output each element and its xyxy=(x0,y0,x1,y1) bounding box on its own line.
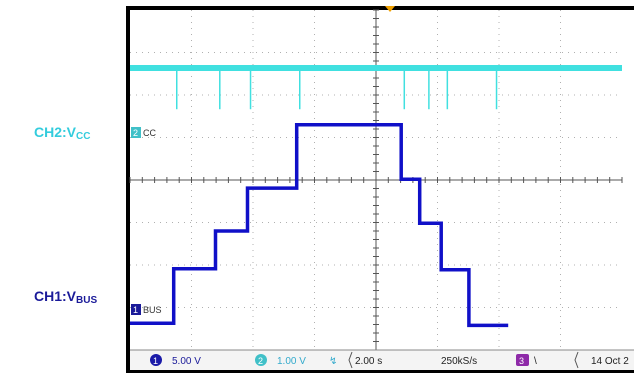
status-ch2-num: 2 xyxy=(258,356,263,366)
trigger-slope-icon: \ xyxy=(534,356,537,367)
bandwidth-limit-icon: ↯ xyxy=(329,356,337,367)
ch2-marker-num: 2 xyxy=(133,128,138,138)
ch1-vbus-label: CH1:VBUS xyxy=(34,288,97,306)
status-ch2-badge[interactable] xyxy=(255,354,267,366)
ch1-marker-tag: BUS xyxy=(143,305,162,315)
ch1-marker-icon xyxy=(131,304,141,315)
ch1-trace xyxy=(130,123,509,328)
status-trigger-badge[interactable] xyxy=(516,354,529,366)
status-trigger-num: 3 xyxy=(519,356,524,366)
ch2-trace xyxy=(130,65,622,110)
trigger-position-marker xyxy=(385,6,395,12)
status-ch2-scale[interactable]: 1.00 V xyxy=(277,356,306,367)
ch2-marker-icon xyxy=(131,127,141,138)
ch1-label-main: CH1:V xyxy=(34,288,77,304)
date-bracket-icon xyxy=(574,351,579,369)
status-ch1-num: 1 xyxy=(153,356,158,366)
status-sample-rate[interactable]: 250kS/s xyxy=(441,356,477,367)
status-ch1-scale[interactable]: 5.00 V xyxy=(172,356,201,367)
ch2-marker-tag: CC xyxy=(143,128,156,138)
ch1-marker-num: 1 xyxy=(133,305,138,315)
status-bar xyxy=(130,350,634,370)
graticule xyxy=(129,9,623,351)
ch2-label-main: CH2:V xyxy=(34,124,77,140)
status-date: 14 Oct 2 xyxy=(591,356,629,367)
ch2-label-sub: CC xyxy=(76,131,91,142)
status-ch1-badge[interactable] xyxy=(150,354,162,366)
ch1-label-sub: BUS xyxy=(76,295,98,306)
screen-frame xyxy=(126,6,634,373)
status-timebase[interactable]: 2.00 s xyxy=(355,356,382,367)
ch2-vcc-label: CH2:VCC xyxy=(34,124,90,142)
timebase-bracket-icon xyxy=(348,351,353,369)
